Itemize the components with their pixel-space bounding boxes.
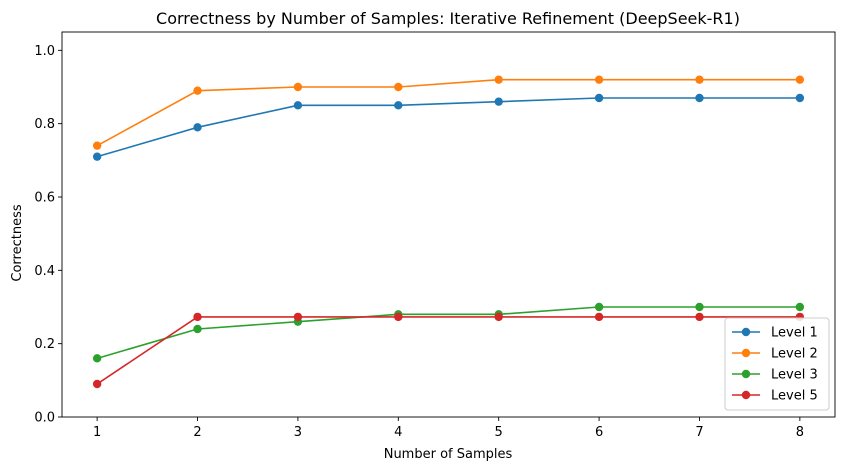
x-tick-label: 4 xyxy=(394,425,402,440)
data-point xyxy=(695,93,704,103)
legend-label: Level 5 xyxy=(771,389,818,404)
legend-marker xyxy=(741,348,751,358)
x-tick-label: 1 xyxy=(93,425,101,440)
series-line-level-2 xyxy=(96,306,800,360)
data-point xyxy=(795,75,805,84)
data-point xyxy=(594,302,604,312)
data-point xyxy=(394,101,403,110)
y-tick-label: 0.6 xyxy=(34,191,55,206)
data-point xyxy=(695,302,704,312)
y-tick-label: 0.2 xyxy=(34,337,55,352)
series-line-level-3 xyxy=(96,316,800,385)
data-point xyxy=(193,123,202,132)
data-point xyxy=(293,312,303,322)
data-point xyxy=(92,141,102,150)
legend-marker xyxy=(741,327,751,337)
y-tick-label: 1.0 xyxy=(34,44,55,59)
data-point xyxy=(293,101,303,110)
legend-label: Level 2 xyxy=(771,347,818,362)
legend: Level 1 Level 2 Level 3 Level 5 xyxy=(724,317,830,411)
data-point xyxy=(594,75,604,84)
x-tick-label: 6 xyxy=(595,425,603,440)
x-axis-title: Number of Samples xyxy=(384,447,513,462)
data-point xyxy=(293,82,303,92)
data-point xyxy=(695,312,704,322)
data-point xyxy=(394,82,403,92)
data-point xyxy=(494,312,503,322)
legend-marker xyxy=(741,369,751,379)
data-point xyxy=(394,312,403,322)
legend-marker xyxy=(741,390,751,400)
legend-label: Level 1 xyxy=(771,326,818,341)
data-point xyxy=(795,93,805,103)
data-point xyxy=(92,354,102,363)
series-line-level-0 xyxy=(96,97,800,158)
data-point xyxy=(594,93,604,103)
data-point xyxy=(795,302,805,312)
data-point xyxy=(594,312,604,322)
legend-box xyxy=(724,317,830,411)
plot-frame xyxy=(61,31,836,418)
data-point xyxy=(494,75,503,84)
data-point xyxy=(193,312,202,322)
y-tick-label: 0.0 xyxy=(34,411,55,426)
x-tick-label: 5 xyxy=(495,425,503,440)
plot-area: 1 2 3 4 5 6 7 8 0.0 0.2 0.4 0.6 0.8 1.0 xyxy=(34,31,836,440)
x-tick-label: 2 xyxy=(193,425,201,440)
x-tick-label: 3 xyxy=(294,425,302,440)
data-point xyxy=(92,152,102,161)
x-tick-label: 8 xyxy=(796,425,804,440)
data-point xyxy=(494,97,503,106)
y-tick-label: 0.4 xyxy=(34,264,55,279)
y-axis-title: Correctness xyxy=(10,204,25,281)
data-point xyxy=(193,86,202,95)
series-line-level-1 xyxy=(96,78,800,147)
y-tick-label: 0.8 xyxy=(34,117,55,132)
data-point xyxy=(193,324,202,334)
legend-label: Level 3 xyxy=(771,368,818,383)
data-point xyxy=(92,379,102,389)
chart-title: Correctness by Number of Samples: Iterat… xyxy=(156,9,740,28)
x-tick-label: 7 xyxy=(695,425,703,440)
data-point xyxy=(695,75,704,84)
